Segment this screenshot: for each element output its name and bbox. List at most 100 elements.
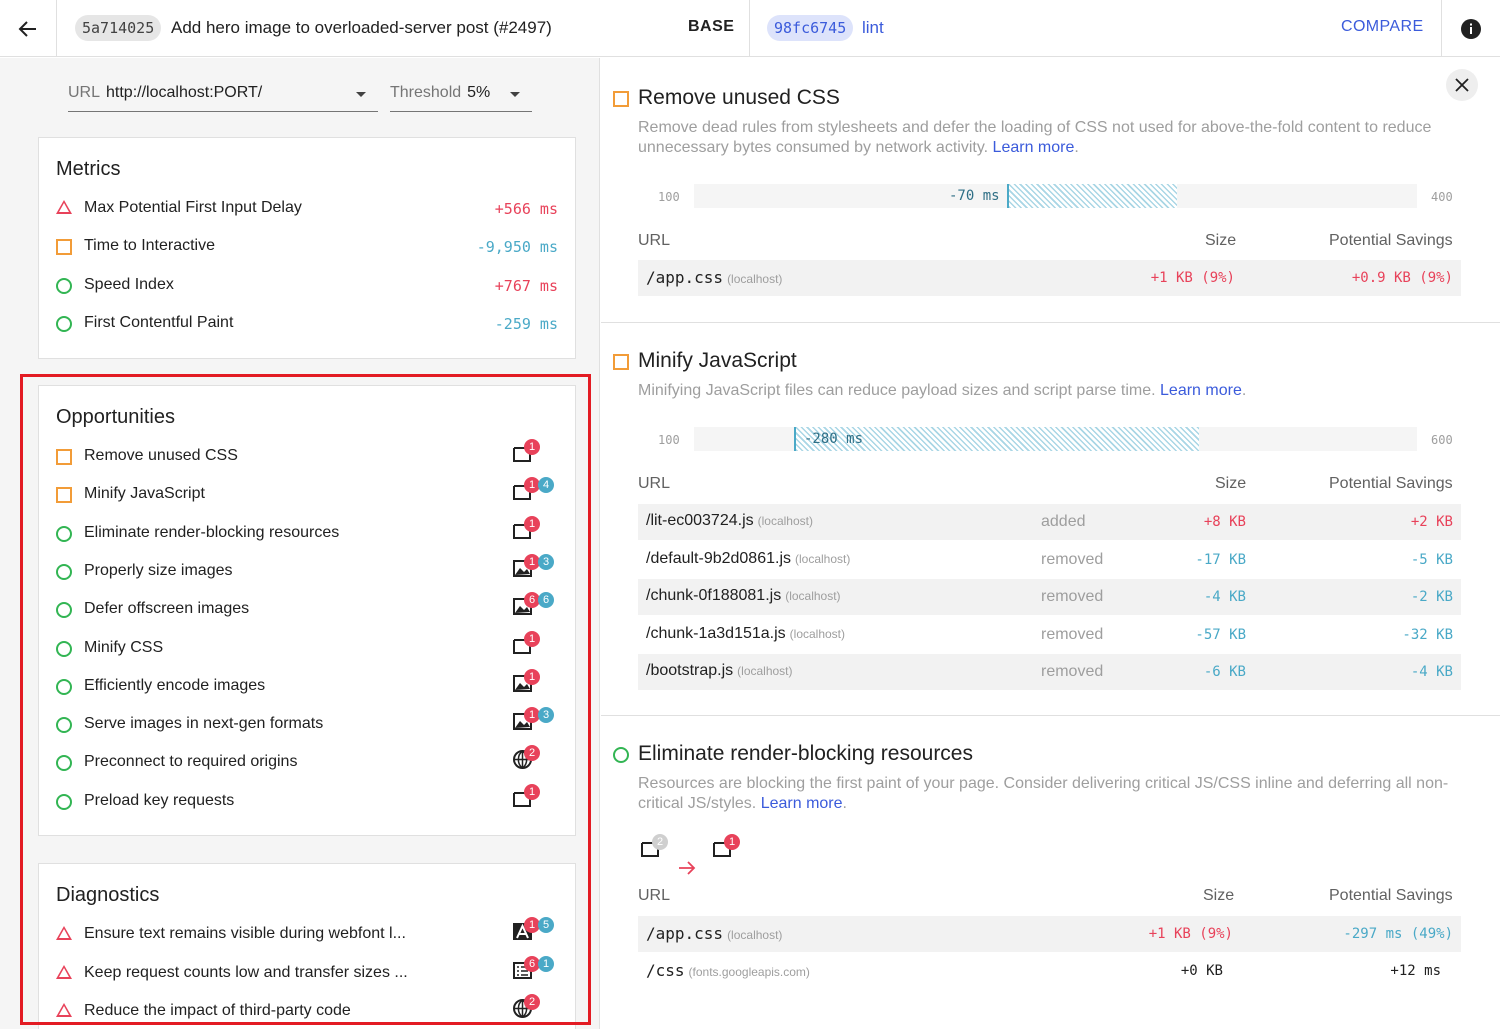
metrics-title: Metrics [56, 158, 121, 180]
row-url: /css (fonts.googleapis.com) [646, 961, 810, 980]
count-badge: 3 [538, 707, 554, 724]
row-url: /app.css (localhost) [646, 268, 783, 287]
base-hash-chip[interactable]: 5a714025 [75, 15, 162, 41]
table-row[interactable]: /chunk-1a3d151a.js (localhost) removed -57 … [638, 617, 1461, 653]
table-row[interactable]: /css (fonts.googleapis.com) +0 KB +12 ms [638, 953, 1461, 989]
audit-name: Reduce the impact of third-party code [84, 1002, 351, 1019]
count-badge: 1 [724, 834, 740, 850]
audit-row[interactable]: Preconnect to required origins 2 [56, 745, 558, 775]
count-badge: 1 [524, 553, 540, 570]
audit-row[interactable]: Serve images in next-gen formats 1 3 [56, 707, 558, 737]
row-size: +8 KB [1203, 514, 1246, 530]
row-size: +0 KB [1180, 963, 1223, 979]
close-button[interactable] [1446, 69, 1478, 101]
row-savings: +2 KB [1410, 514, 1453, 530]
url-select[interactable]: URL http://localhost:PORT/ [68, 84, 378, 112]
table-row[interactable]: /app.css (localhost) +1 KB (9%) -297 ms (… [638, 916, 1461, 952]
audit-row[interactable]: Preload key requests 1 [56, 783, 558, 814]
learn-more-link[interactable]: Learn more [1160, 382, 1242, 399]
count-badge: 1 [524, 477, 540, 494]
audit-name: Eliminate render-blocking resources [84, 523, 340, 541]
row-state: removed [1041, 625, 1104, 643]
metric-delta: -259 ms [494, 315, 558, 333]
count-badge: 1 [524, 783, 540, 800]
detail-section-render-blocking: Eliminate render-blocking resources Reso… [601, 716, 1500, 1029]
opportunities-title: Opportunities [56, 406, 175, 428]
audit-row[interactable]: Efficiently encode images 1 [56, 668, 558, 699]
pass-circle-icon [56, 755, 72, 772]
audit-row[interactable]: Eliminate render-blocking resources 1 [56, 515, 558, 546]
row-savings: +12 ms [1390, 963, 1441, 979]
table-row[interactable]: /default-9b2d0861.js (localhost) removed -1… [638, 542, 1461, 578]
description-text: Remove dead rules from stylesheets and d… [638, 119, 1432, 156]
base-label: BASE [688, 18, 735, 35]
audit-name: Efficiently encode images [84, 676, 266, 694]
metric-row[interactable]: Speed Index +767 ms [56, 274, 558, 298]
learn-more-link[interactable]: Learn more [760, 795, 843, 812]
audit-row[interactable]: Keep request counts low and transfer siz… [56, 955, 558, 986]
arrow-left-icon [18, 20, 36, 37]
col-url-header: URL [638, 475, 671, 492]
audit-row[interactable]: Remove unused CSS 1 [56, 439, 558, 469]
section-description: Remove dead rules from stylesheets and d… [638, 119, 1432, 156]
count-badge: 5 [538, 917, 554, 933]
fail-triangle-icon [56, 926, 72, 940]
fail-triangle-icon [56, 964, 72, 979]
savings-bar-label: -280 ms [804, 431, 864, 447]
row-state: removed [1041, 663, 1104, 680]
table-row[interactable]: /bootstrap.js (localhost) removed -6 KB -4 K… [638, 654, 1461, 690]
average-square-icon [56, 449, 72, 465]
audit-row[interactable]: Defer offscreen images 6 6 [56, 592, 558, 622]
info-button[interactable] [1441, 0, 1500, 57]
audit-name: Serve images in next-gen formats [84, 715, 324, 733]
pass-circle-icon [56, 678, 72, 695]
metric-row[interactable]: Max Potential First Input Delay +566 ms [56, 197, 558, 221]
count-badge: 1 [524, 917, 540, 933]
metric-delta: -9,950 ms [476, 238, 558, 256]
section-title: Minify JavaScript [638, 349, 797, 372]
back-button[interactable] [0, 0, 57, 57]
row-state: removed [1041, 550, 1104, 568]
audit-name: Preconnect to required origins [84, 753, 298, 771]
detail-section-remove-unused-css: Remove unused CSS Remove dead rules from… [601, 58, 1500, 323]
base-commit-message: Add hero image to overloaded-server post… [171, 18, 552, 37]
metric-row[interactable]: First Contentful Paint -259 ms [56, 312, 558, 336]
audit-name: Remove unused CSS [84, 447, 238, 464]
count-badge: 1 [524, 668, 540, 685]
audit-icon-group: 2 [513, 994, 557, 1020]
pass-circle-icon [56, 717, 72, 734]
audit-row[interactable]: Ensure text remains visible during webfo… [56, 917, 558, 947]
audit-row[interactable]: Minify CSS 1 [56, 630, 558, 661]
description-text: Minifying JavaScript files can reduce pa… [638, 382, 1156, 399]
audit-row[interactable]: Reduce the impact of third-party code 2 [56, 994, 558, 1024]
count-badge: 6 [538, 592, 554, 609]
audit-row[interactable]: Minify JavaScript 1 4 [56, 477, 558, 507]
learn-more-link[interactable]: Learn more [992, 139, 1075, 156]
pass-circle-icon [56, 278, 72, 294]
section-title: Eliminate render-blocking resources [638, 742, 973, 765]
row-url: /chunk-1a3d151a.js (localhost) [646, 624, 846, 642]
threshold-select[interactable]: Threshold 5% [390, 84, 532, 112]
pass-circle-icon [56, 563, 72, 580]
compare-hash-chip[interactable]: 98fc6745 [767, 15, 854, 41]
table-row[interactable]: /chunk-0f188081.js (localhost) removed -4 K… [638, 579, 1461, 615]
compare-button[interactable]: COMPARE [1341, 18, 1424, 35]
count-badge: 2 [524, 745, 540, 762]
audit-icon-group: 1 [513, 783, 557, 810]
audit-row[interactable]: Properly size images 1 3 [56, 553, 558, 584]
detail-section-minify-javascript: Minify JavaScript Minifying JavaScript f… [601, 323, 1500, 716]
row-size: -57 KB [1195, 626, 1246, 643]
pass-circle-icon [56, 602, 72, 619]
metric-name: First Contentful Paint [84, 314, 234, 331]
request-count-after: 1 [713, 834, 757, 860]
metric-row[interactable]: Time to Interactive -9,950 ms [56, 235, 558, 259]
table-row[interactable]: /lit-ec003724.js (localhost) added +8 KB +2 … [638, 504, 1461, 540]
metric-name: Speed Index [84, 276, 174, 293]
table-row[interactable]: /app.css (localhost) +1 KB (9%) +0.9 KB (… [638, 260, 1461, 296]
row-url: /chunk-0f188081.js (localhost) [646, 587, 841, 604]
row-savings: -2 KB [1410, 589, 1453, 605]
row-state: added [1041, 513, 1086, 530]
